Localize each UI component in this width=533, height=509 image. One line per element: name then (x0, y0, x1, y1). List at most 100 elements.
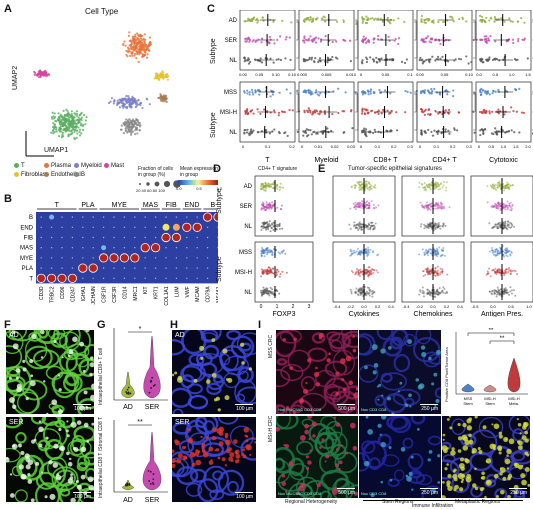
legend-label: B (81, 172, 86, 179)
strip-point (243, 132, 246, 135)
strip-point (495, 225, 498, 228)
strip-point (496, 204, 499, 207)
strip-point (425, 248, 428, 251)
stain-signal (245, 444, 252, 451)
strip-point (365, 207, 368, 210)
strip-point (503, 20, 506, 23)
legend-entry: Mast (104, 163, 124, 169)
dot-low (113, 267, 115, 269)
strip-plot-frame (332, 241, 396, 303)
strip-point (356, 247, 359, 250)
strip-point (514, 270, 517, 273)
stain-signal (341, 378, 345, 382)
stain-signal (506, 448, 512, 455)
umap-point (65, 108, 68, 111)
strip-point (516, 58, 519, 61)
stain-signal (299, 399, 304, 404)
strip-point (520, 111, 523, 114)
strip-point (264, 187, 267, 190)
if-image-ser-label: SER (9, 419, 24, 426)
strip-point (502, 183, 505, 186)
strip-point (369, 228, 372, 231)
stain-signal (406, 476, 412, 482)
dot-low (61, 216, 63, 218)
stain-signal (233, 439, 238, 444)
strip-point (472, 110, 475, 113)
strip-point (279, 273, 282, 276)
stain-signal (411, 488, 414, 491)
stain-signal (400, 446, 406, 452)
expression-colorbar (178, 180, 218, 185)
stain-signal (200, 435, 203, 439)
stain-signal (462, 436, 469, 442)
strip-point (441, 270, 444, 273)
gland-structure (47, 330, 66, 340)
strip-point (504, 208, 507, 211)
strip-point (268, 132, 272, 135)
stain-signal (499, 467, 506, 473)
strip-point (361, 225, 364, 228)
stain-signal (517, 464, 523, 470)
tick-label: 0.10 (465, 72, 474, 77)
stain-signal (66, 429, 69, 433)
strip-point (508, 186, 511, 189)
strip-point (309, 89, 312, 92)
strip-point (507, 224, 510, 227)
strip-point (513, 289, 516, 292)
violin-point (151, 376, 154, 379)
gland-structure (470, 485, 483, 498)
strip-point (275, 271, 278, 274)
strip-point (497, 225, 500, 228)
strip-point (481, 19, 484, 22)
stain-signal (58, 388, 62, 392)
stain-signal (221, 457, 226, 462)
stain-signal (352, 348, 357, 353)
dot-low (165, 216, 167, 218)
strip-point (355, 287, 358, 290)
strip-point (429, 208, 432, 211)
strip-point (505, 288, 508, 291)
stain-signal (519, 432, 522, 435)
gland-structure (279, 330, 302, 344)
strip-point (278, 188, 281, 191)
violin-point (149, 482, 152, 485)
strip-point (510, 207, 513, 210)
strip-point (276, 225, 279, 228)
strip-point (491, 293, 494, 296)
strip-point (437, 202, 440, 205)
strip-point (443, 288, 446, 291)
gland-structure (416, 474, 433, 486)
strip-point (497, 18, 500, 21)
strip-point (397, 42, 400, 46)
gland-structure (238, 342, 252, 352)
umap-point (80, 119, 83, 122)
strip-point (275, 185, 278, 188)
strip-point (352, 225, 355, 228)
sig-bracket (296, 19, 300, 59)
strip-point (452, 89, 455, 92)
umap-point (130, 45, 133, 48)
strip-point (302, 58, 305, 61)
strip-plot-frame (357, 10, 414, 71)
stain-signal (41, 471, 44, 474)
strip-point (494, 58, 497, 61)
stain-signal (437, 454, 441, 458)
strip-point (266, 206, 269, 209)
gland-structure (276, 369, 291, 388)
umap-point (128, 129, 131, 132)
strip-point (264, 182, 267, 185)
strip-point (508, 266, 511, 269)
dot-low (206, 226, 209, 228)
stain-signal (335, 448, 339, 451)
category-label: AD (123, 404, 133, 411)
stain-signal (59, 445, 66, 452)
umap-point (156, 72, 159, 76)
strip-point (505, 130, 509, 133)
strip-point (440, 291, 443, 294)
strip-point (357, 290, 360, 293)
strip-point (369, 90, 372, 93)
dot-low (82, 247, 84, 249)
strip-point (473, 131, 476, 134)
strip-point (422, 111, 425, 114)
panel-d-header: CD4+ T signature (258, 166, 298, 172)
